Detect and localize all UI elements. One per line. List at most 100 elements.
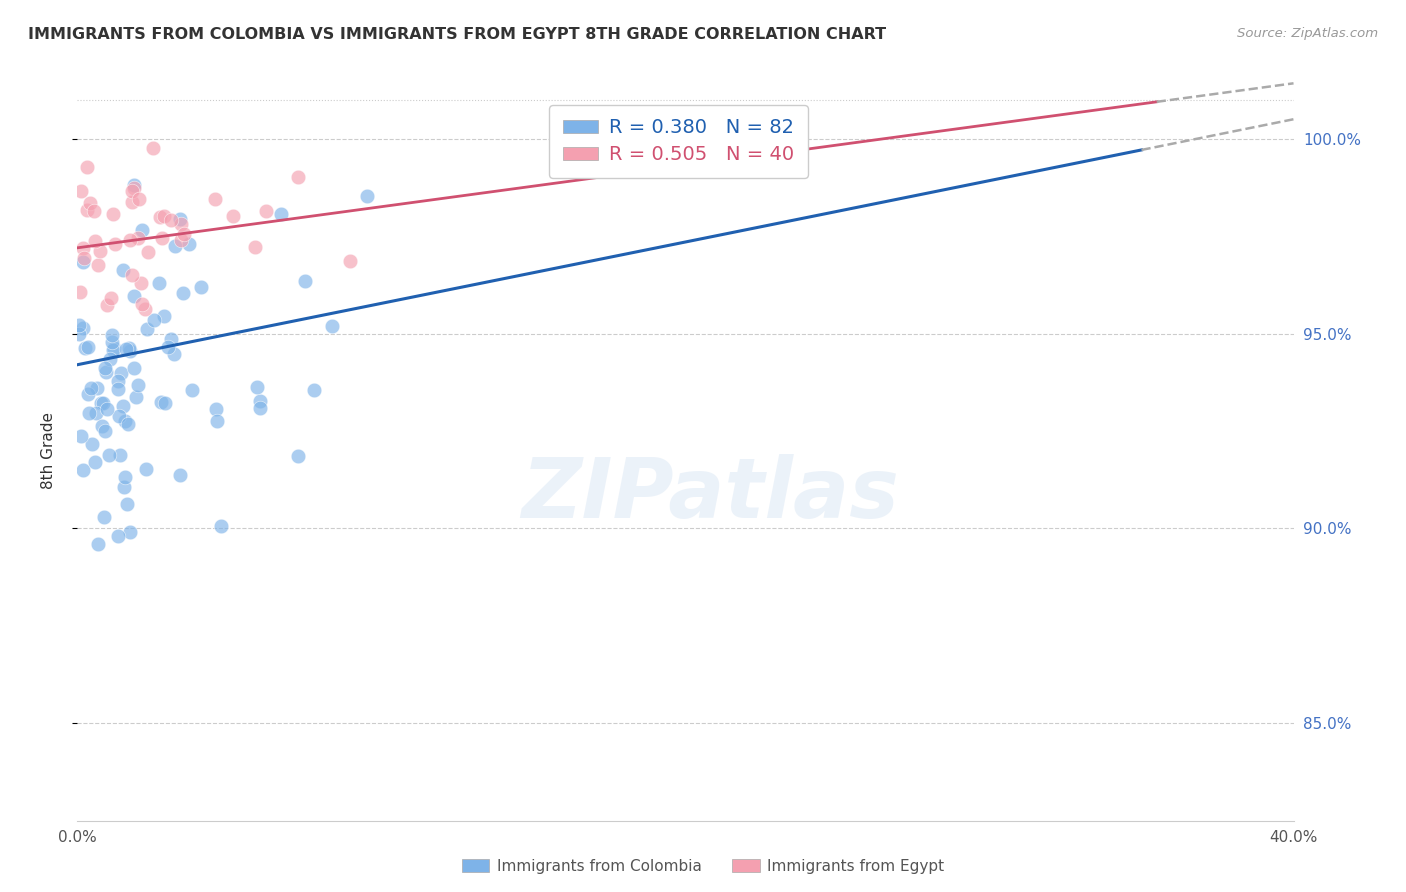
Point — [122, 178, 145, 193]
Point — [94, 365, 117, 379]
Point — [77, 406, 100, 420]
Point — [122, 289, 145, 303]
Point — [76, 161, 98, 175]
Point — [108, 448, 131, 462]
Point — [104, 236, 127, 251]
Point — [131, 223, 153, 237]
Point — [170, 233, 193, 247]
Point — [169, 211, 191, 226]
Point — [321, 318, 343, 333]
Point — [112, 480, 135, 494]
Point — [93, 510, 115, 524]
Point — [91, 396, 114, 410]
Point — [156, 340, 179, 354]
Point — [129, 276, 152, 290]
Point — [101, 335, 124, 350]
Point — [72, 463, 94, 477]
Point — [108, 409, 131, 423]
Point — [103, 341, 125, 355]
Point — [100, 351, 122, 366]
Point — [86, 382, 108, 396]
Point — [127, 230, 149, 244]
Text: Source: ZipAtlas.com: Source: ZipAtlas.com — [1237, 27, 1378, 40]
Point — [294, 275, 316, 289]
Point — [209, 519, 232, 533]
Point — [94, 424, 117, 438]
Point — [72, 320, 94, 334]
Point — [136, 322, 159, 336]
Y-axis label: 8th Grade: 8th Grade — [42, 412, 56, 489]
Point — [152, 309, 174, 323]
Point — [127, 377, 149, 392]
Point — [121, 268, 143, 282]
Point — [73, 251, 96, 265]
Point — [83, 455, 105, 469]
Point — [80, 381, 103, 395]
Point — [254, 204, 277, 219]
Point — [107, 382, 129, 396]
Point — [118, 525, 141, 540]
Point — [72, 255, 94, 269]
Point — [86, 537, 108, 551]
Point — [169, 217, 191, 231]
Point — [76, 203, 98, 218]
Point — [153, 209, 176, 223]
Point — [67, 318, 90, 332]
Legend: R = 0.380   N = 82, R = 0.505   N = 40: R = 0.380 N = 82, R = 0.505 N = 40 — [550, 104, 808, 178]
Point — [83, 234, 105, 248]
Point — [107, 529, 129, 543]
Point — [207, 414, 229, 428]
Point — [73, 342, 96, 356]
Point — [67, 327, 90, 342]
Point — [128, 192, 150, 206]
Point — [160, 212, 183, 227]
Point — [114, 470, 136, 484]
Point — [77, 340, 100, 354]
Point — [107, 374, 129, 388]
Point — [135, 461, 157, 475]
Legend: Immigrants from Colombia, Immigrants from Egypt: Immigrants from Colombia, Immigrants fro… — [456, 853, 950, 880]
Point — [204, 401, 226, 416]
Point — [77, 387, 100, 401]
Point — [222, 209, 245, 223]
Point — [112, 263, 135, 277]
Point — [169, 467, 191, 482]
Point — [110, 366, 132, 380]
Point — [287, 169, 309, 184]
Point — [356, 189, 378, 203]
Point — [96, 402, 118, 417]
Text: IMMIGRANTS FROM COLOMBIA VS IMMIGRANTS FROM EGYPT 8TH GRADE CORRELATION CHART: IMMIGRANTS FROM COLOMBIA VS IMMIGRANTS F… — [28, 27, 886, 42]
Point — [117, 417, 139, 432]
Point — [243, 240, 266, 254]
Point — [90, 418, 112, 433]
Point — [134, 302, 156, 317]
Point — [173, 227, 195, 241]
Point — [204, 192, 226, 206]
Point — [101, 343, 124, 358]
Point — [148, 276, 170, 290]
Point — [153, 396, 176, 410]
Point — [70, 185, 93, 199]
Point — [121, 194, 143, 209]
Point — [122, 360, 145, 375]
Point — [101, 328, 124, 343]
Point — [125, 390, 148, 404]
Point — [89, 244, 111, 259]
Point — [117, 341, 139, 355]
Point — [112, 399, 135, 413]
Text: ZIPatlas: ZIPatlas — [520, 454, 898, 535]
Point — [114, 414, 136, 428]
Point — [120, 344, 142, 359]
Point — [83, 204, 105, 219]
Point — [70, 428, 93, 442]
Point — [69, 285, 91, 299]
Point — [101, 207, 124, 221]
Point — [177, 237, 200, 252]
Point — [149, 210, 172, 224]
Point — [150, 395, 173, 409]
Point — [72, 241, 94, 255]
Point — [142, 312, 165, 326]
Point — [163, 347, 186, 361]
Point — [121, 184, 143, 198]
Point — [122, 181, 145, 195]
